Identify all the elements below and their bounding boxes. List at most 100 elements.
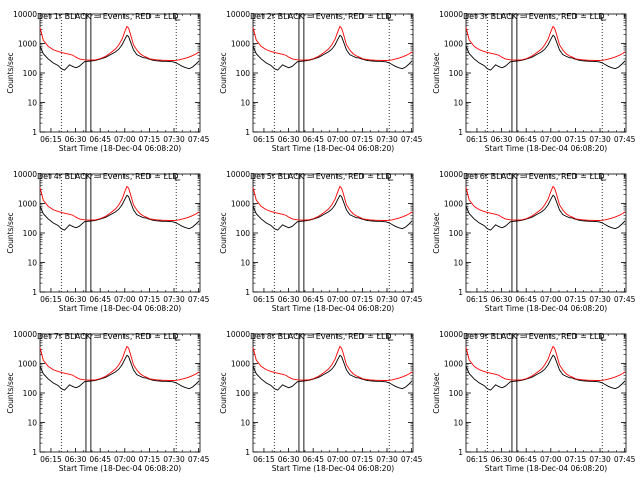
panel-title: Det 6r BLACK = Events, RED = LLD — [463, 172, 605, 181]
y-tick-label: 10 — [27, 99, 37, 108]
y-tick-label: 1000 — [444, 200, 463, 209]
x-tick-label: 06:15 — [40, 295, 62, 304]
x-tick-label: 06:15 — [253, 295, 275, 304]
x-axis-label: Start Time (18-Dec-04 06:08:20) — [485, 304, 607, 313]
y-tick-label: 1000 — [18, 40, 37, 49]
x-tick-label: 06:30 — [278, 295, 300, 304]
y-tick-label: 10 — [240, 259, 250, 268]
y-tick-label: 1000 — [18, 200, 37, 209]
x-tick-label: 07:45 — [188, 455, 210, 464]
panel-title: Det 9r BLACK = Events, RED = LLD — [463, 332, 605, 341]
series-lld-line — [465, 345, 626, 381]
x-tick-label: 06:30 — [491, 295, 513, 304]
x-axis-label: Start Time (18-Dec-04 06:08:20) — [59, 464, 181, 473]
y-tick-label: 1 — [245, 448, 250, 457]
y-tick-label: 1 — [245, 128, 250, 137]
interval-marker — [174, 175, 181, 181]
x-tick-label: 07:30 — [163, 295, 185, 304]
y-tick-label: 100 — [236, 229, 251, 238]
x-tick-label: 07:30 — [163, 135, 185, 144]
y-tick-label: 10000 — [226, 330, 250, 339]
x-tick-label: 07:00 — [540, 295, 562, 304]
x-tick-label: 06:45 — [302, 455, 324, 464]
y-tick-label: 1 — [458, 448, 463, 457]
panel-title: Det 8r BLACK = Events, RED = LLD — [250, 332, 392, 341]
y-axis-label: Counts/sec — [6, 372, 15, 413]
x-tick-label: 06:30 — [65, 455, 87, 464]
interval-marker — [387, 175, 394, 181]
panel-3: Det 3r BLACK = Events, RED = LLD 1 10 100 10… — [432, 10, 636, 153]
panel-7: Det 7r BLACK = Events, RED = LLD 1 10 100 10… — [6, 330, 210, 473]
y-tick-label: 10000 — [439, 170, 463, 179]
x-tick-label: 07:45 — [614, 135, 636, 144]
y-tick-label: 10000 — [439, 330, 463, 339]
x-tick-label: 07:00 — [327, 135, 349, 144]
series-lld-line — [252, 25, 413, 61]
x-tick-label: 06:45 — [515, 135, 537, 144]
y-tick-label: 10000 — [439, 10, 463, 19]
x-tick-label: 06:45 — [89, 455, 111, 464]
y-tick-label: 100 — [449, 69, 464, 78]
y-tick-label: 100 — [23, 69, 38, 78]
panel-1: Det 1r BLACK = Events, RED = LLD 1 10 100 10… — [6, 10, 210, 153]
x-tick-label: 07:30 — [376, 135, 398, 144]
x-tick-label: 06:45 — [515, 455, 537, 464]
x-tick-label: 07:15 — [139, 295, 161, 304]
series-events-line — [465, 354, 626, 391]
y-tick-label: 100 — [236, 69, 251, 78]
y-tick-label: 1000 — [231, 40, 250, 49]
x-tick-label: 07:00 — [540, 455, 562, 464]
x-tick-label: 07:45 — [614, 295, 636, 304]
series-lld-line — [252, 185, 413, 221]
y-tick-label: 10000 — [13, 170, 37, 179]
plot-frame — [39, 333, 201, 453]
interval-marker — [600, 335, 607, 341]
y-tick-label: 10 — [240, 419, 250, 428]
x-tick-label: 07:15 — [139, 135, 161, 144]
y-axis-label: Counts/sec — [432, 372, 441, 413]
interval-marker — [600, 175, 607, 181]
x-tick-label: 06:45 — [89, 135, 111, 144]
x-tick-label: 06:15 — [253, 455, 275, 464]
series-events-line — [465, 34, 626, 71]
y-axis-label: Counts/sec — [219, 52, 228, 93]
series-lld-line — [465, 25, 626, 61]
x-tick-label: 06:15 — [466, 455, 488, 464]
x-tick-label: 07:00 — [114, 135, 136, 144]
y-tick-label: 10 — [27, 419, 37, 428]
panel-title: Det 1r BLACK = Events, RED = LLD — [37, 12, 179, 21]
y-tick-label: 10 — [453, 99, 463, 108]
panel-title: Det 2r BLACK = Events, RED = LLD — [250, 12, 392, 21]
series-lld-line — [39, 185, 200, 221]
y-tick-label: 10 — [27, 259, 37, 268]
panel-title: Det 4r BLACK = Events, RED = LLD — [37, 172, 179, 181]
x-tick-label: 07:15 — [565, 135, 587, 144]
x-tick-label: 06:45 — [89, 295, 111, 304]
y-axis-label: Counts/sec — [6, 212, 15, 253]
x-tick-label: 06:30 — [491, 455, 513, 464]
series-events-line — [252, 354, 413, 391]
y-tick-label: 1 — [245, 288, 250, 297]
x-tick-label: 06:15 — [466, 135, 488, 144]
x-tick-label: 07:00 — [327, 295, 349, 304]
x-axis-label: Start Time (18-Dec-04 06:08:20) — [485, 144, 607, 153]
y-tick-label: 1000 — [444, 40, 463, 49]
x-tick-label: 06:30 — [491, 135, 513, 144]
y-tick-label: 100 — [23, 229, 38, 238]
y-axis-label: Counts/sec — [219, 372, 228, 413]
x-tick-label: 07:45 — [401, 135, 423, 144]
x-tick-label: 07:30 — [376, 455, 398, 464]
series-events-line — [39, 194, 200, 231]
panel-4: Det 4r BLACK = Events, RED = LLD 1 10 100 10… — [6, 170, 210, 313]
plot-frame — [252, 173, 414, 293]
x-axis-label: Start Time (18-Dec-04 06:08:20) — [485, 464, 607, 473]
x-tick-label: 06:30 — [65, 135, 87, 144]
y-tick-label: 1000 — [231, 200, 250, 209]
plot-frame — [252, 333, 414, 453]
x-tick-label: 07:00 — [327, 455, 349, 464]
y-tick-label: 10 — [240, 99, 250, 108]
panel-2: Det 2r BLACK = Events, RED = LLD 1 10 100 10… — [219, 10, 423, 153]
x-tick-label: 07:00 — [540, 135, 562, 144]
y-tick-label: 100 — [236, 389, 251, 398]
series-lld-line — [252, 345, 413, 381]
